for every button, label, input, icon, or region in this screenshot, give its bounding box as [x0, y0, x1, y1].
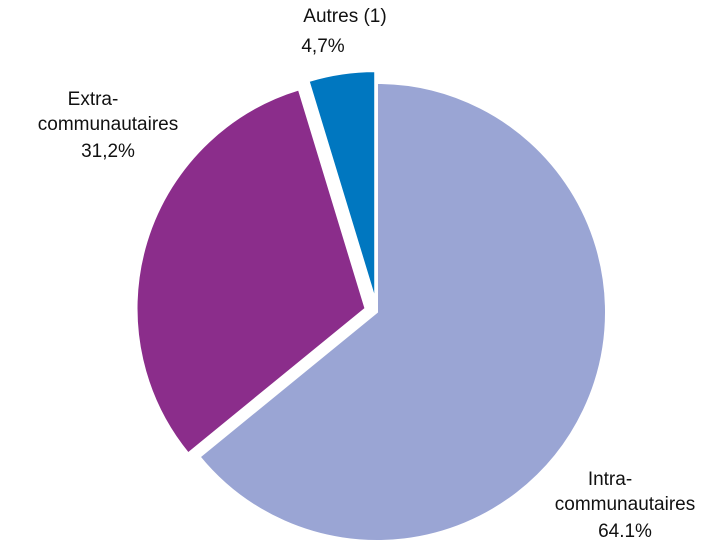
slice-value: 31,2% [81, 141, 135, 162]
label-line: communautaires [555, 494, 695, 515]
slice-label: Extra-communautaires [38, 89, 178, 135]
slice-label: Intra-communautaires [555, 469, 695, 515]
pie-slice [198, 81, 607, 542]
label-line: Intra- [588, 469, 632, 490]
slice-label: Autres (1) [303, 6, 386, 27]
slice-value: 4,7% [301, 36, 344, 57]
pie-slice [135, 88, 367, 455]
pie-slice [307, 70, 377, 301]
label-line: communautaires [38, 114, 178, 135]
label-line: Extra- [68, 89, 119, 110]
slice-value: 64.1% [598, 521, 652, 542]
